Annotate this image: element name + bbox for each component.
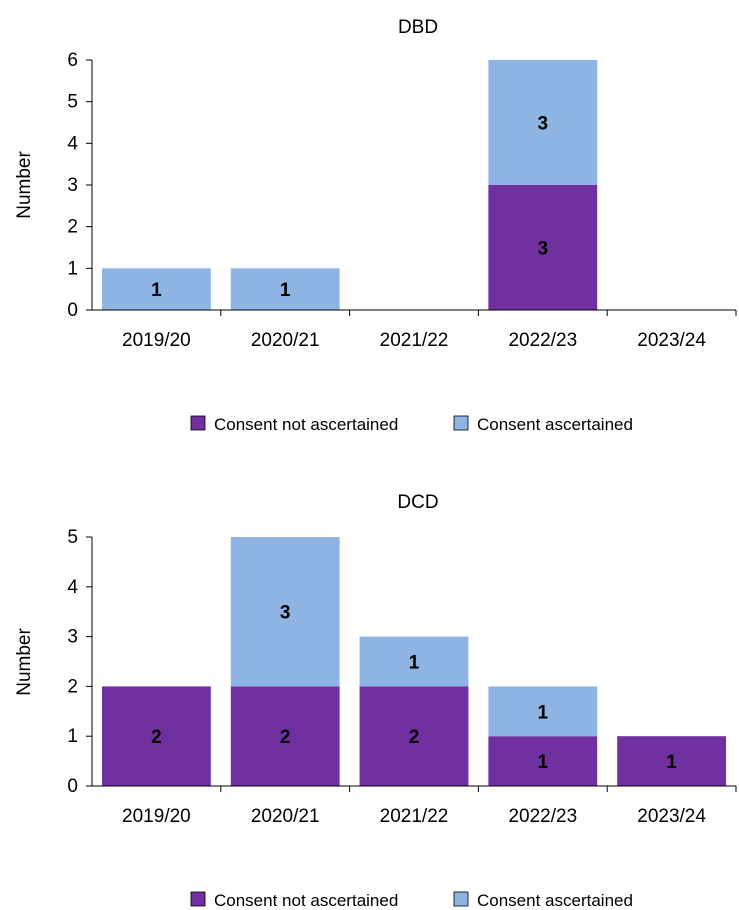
x-tick-label-2023-24: 2023/24: [637, 330, 706, 351]
x-tick-label-2023-24: 2023/24: [637, 806, 706, 827]
legend-label-consent-ascertained: Consent ascertained: [477, 415, 633, 434]
data-label-consent-not-ascertained-2020-21: 2: [280, 727, 291, 748]
x-tick-label-2021-22: 2021/22: [380, 806, 449, 827]
bar-consent-ascertained-2022-23: [488, 60, 598, 185]
chart-title: DBD: [398, 17, 438, 38]
y-axis-ticks: 0 1 2 3 4 5 6: [67, 50, 92, 321]
data-label-consent-not-ascertained-2021-22: 2: [409, 727, 420, 748]
x-axis-ticks: 2019/20 2020/21 2021/22 2022/23 2023/24: [122, 786, 737, 827]
y-tick-label: 6: [67, 50, 78, 71]
bar-consent-not-ascertained-2019-20: [101, 686, 211, 786]
data-label-consent-ascertained-2020-21: 3: [280, 603, 291, 624]
y-tick-label: 3: [67, 627, 78, 648]
y-tick-label: 0: [67, 300, 78, 321]
bar-consent-not-ascertained-2022-23: [488, 185, 598, 310]
y-tick-label: 5: [67, 527, 78, 548]
x-tick-label-2021-22: 2021/22: [380, 330, 449, 351]
y-tick-label: 4: [67, 577, 78, 598]
x-tick-label-2022-23: 2022/23: [508, 330, 577, 351]
data-labels: 1 1 3 3: [151, 114, 548, 302]
x-tick-label-2022-23: 2022/23: [508, 806, 577, 827]
y-tick-label: 5: [67, 92, 78, 113]
bars: [101, 60, 598, 310]
bar-consent-ascertained-2020-21: [230, 537, 340, 687]
bars: [101, 537, 727, 786]
y-tick-label: 0: [67, 776, 78, 797]
data-labels: 2 2 3 2 1 1 1 1: [151, 603, 677, 773]
x-tick-label-2019-20: 2019/20: [122, 806, 191, 827]
y-axis-label: Number: [14, 628, 35, 696]
y-tick-label: 2: [67, 676, 78, 697]
data-label-consent-ascertained-2020-21: 1: [280, 280, 291, 301]
bar-consent-not-ascertained-2021-22: [359, 686, 469, 786]
chart-panel-dcd: DCD Number 0 1 2 3 4 5 2 2 3 2 1 1 1 1 2019/20 2020/2…: [14, 492, 737, 910]
x-axis-ticks: 2019/20 2020/21 2021/22 2022/23 2023/24: [122, 310, 737, 351]
y-axis-label: Number: [14, 151, 35, 219]
y-tick-label: 1: [67, 258, 78, 279]
bar-consent-not-ascertained-2023-24: [617, 736, 727, 786]
data-label-consent-not-ascertained-2023-24: 1: [666, 752, 677, 773]
bar-consent-ascertained-2021-22: [359, 636, 469, 687]
data-label-consent-ascertained-2019-20: 1: [151, 280, 162, 301]
data-label-consent-not-ascertained-2022-23: 3: [538, 239, 549, 260]
legend-swatch-consent-ascertained: [453, 891, 469, 907]
y-tick-label: 1: [67, 726, 78, 747]
y-tick-label: 2: [67, 217, 78, 238]
y-tick-label: 3: [67, 175, 78, 196]
x-tick-label-2019-20: 2019/20: [122, 330, 191, 351]
legend-label-consent-ascertained: Consent ascertained: [477, 891, 633, 910]
bar-consent-not-ascertained-2020-21: [230, 686, 340, 786]
legend: Consent not ascertained Consent ascertai…: [190, 891, 633, 910]
data-label-consent-ascertained-2022-23: 1: [538, 702, 549, 723]
bar-consent-ascertained-2020-21: [230, 268, 340, 310]
x-tick-label-2020-21: 2020/21: [251, 806, 320, 827]
data-label-consent-ascertained-2021-22: 1: [409, 653, 420, 674]
legend-label-consent-not-ascertained: Consent not ascertained: [214, 415, 398, 434]
chart-title: DCD: [397, 492, 438, 513]
data-label-consent-not-ascertained-2022-23: 1: [538, 752, 549, 773]
x-tick-label-2020-21: 2020/21: [251, 330, 320, 351]
bar-consent-not-ascertained-2022-23: [488, 736, 598, 786]
bar-consent-ascertained-2019-20: [101, 268, 211, 310]
y-axis-ticks: 0 1 2 3 4 5: [67, 527, 92, 797]
bar-consent-ascertained-2022-23: [488, 686, 598, 737]
legend-swatch-consent-not-ascertained: [190, 891, 206, 907]
legend-label-consent-not-ascertained: Consent not ascertained: [214, 891, 398, 910]
data-label-consent-not-ascertained-2019-20: 2: [151, 727, 162, 748]
y-tick-label: 4: [67, 133, 78, 154]
data-label-consent-ascertained-2022-23: 3: [538, 114, 549, 135]
legend-swatch-consent-ascertained: [453, 415, 469, 431]
legend: Consent not ascertained Consent ascertai…: [190, 415, 633, 434]
legend-swatch-consent-not-ascertained: [190, 415, 206, 431]
